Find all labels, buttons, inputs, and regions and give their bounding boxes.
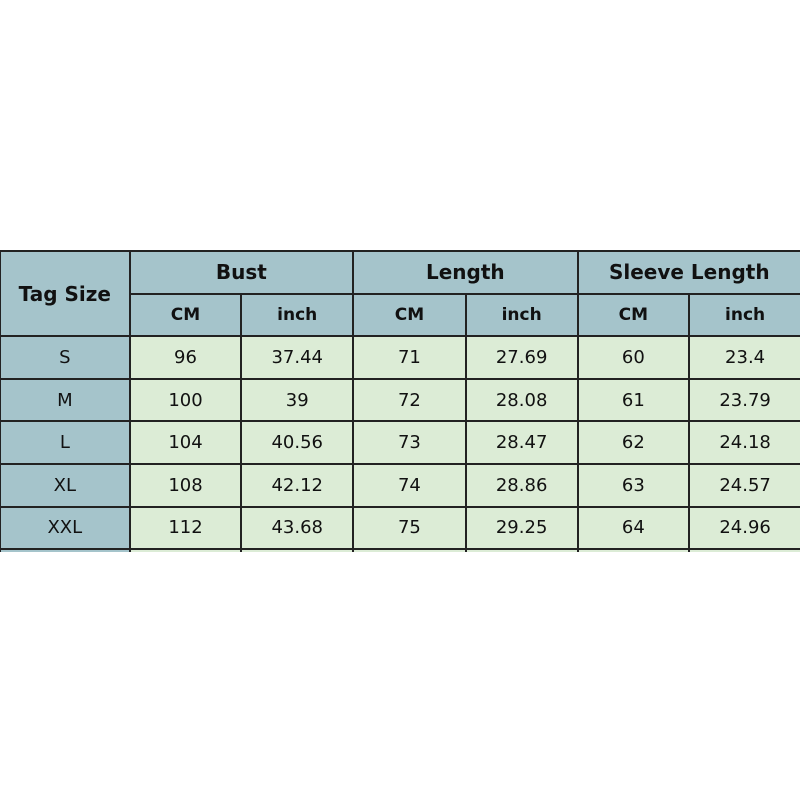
measurement-cell: 96 [128,335,243,380]
measurement-cell: 100 [128,377,243,423]
tag-size-cell: L [0,420,131,465]
tag-size-header: Tag Size [0,250,131,338]
table-row: XXL 112 43.68 75 29.25 64 24.96 [0,505,800,551]
unit-header: inch [240,292,355,338]
unit-header: inch [688,292,800,338]
measurement-cell: 40.56 [240,420,355,465]
measurement-cell: 75 [352,505,467,551]
table-row: XL 108 42.12 74 28.86 63 24.57 [0,462,800,508]
table-row: L 104 40.56 73 28.47 62 24.18 [0,420,800,465]
tag-size-cell: XXL [0,505,131,551]
length-header: Length [352,250,579,295]
measurement-cell: 28.47 [464,420,579,465]
measurement-cell: 74 [352,462,467,508]
measurement-cell: 27.69 [464,335,579,380]
measurement-cell: 29.25 [464,505,579,551]
measurement-cell: 28.86 [464,462,579,508]
measurement-cell: 24.18 [688,420,800,465]
tag-size-cell: S [0,335,131,380]
measurement-cell: 60 [576,335,691,380]
measurement-cell: 39 [240,377,355,423]
measurement-cell: 23.79 [688,377,800,423]
measurement-cell: 73 [352,420,467,465]
measurement-cell: 63 [576,462,691,508]
measurement-cell: 112 [128,505,243,551]
measurement-cell: 24.96 [688,505,800,551]
partial-row-cell [0,548,131,552]
measurement-cell: 108 [128,462,243,508]
size-chart: Tag Size Bust Length Sleeve Length CM inc… [0,250,800,552]
measurement-cell: 62 [576,420,691,465]
measurement-cell: 64 [576,505,691,551]
size-table: Tag Size Bust Length Sleeve Length CM inc… [0,250,800,552]
tag-size-cell: M [0,377,131,423]
measurement-cell: 72 [352,377,467,423]
measurement-cell: 42.12 [240,462,355,508]
measurement-cell: 43.68 [240,505,355,551]
measurement-cell: 23.4 [688,335,800,380]
unit-header: CM [576,292,691,338]
measurement-cell: 37.44 [240,335,355,380]
tag-size-cell: XL [0,462,131,508]
measurement-cell: 61 [576,377,691,423]
table-row: M 100 39 72 28.08 61 23.79 [0,377,800,423]
measurement-cell: 104 [128,420,243,465]
unit-header: inch [464,292,579,338]
table-row: S 96 37.44 71 27.69 60 23.4 [0,335,800,380]
unit-header: CM [352,292,467,338]
bust-header: Bust [128,250,355,295]
measurement-cell: 71 [352,335,467,380]
sleeve-length-header: Sleeve Length [576,250,800,295]
measurement-cell: 28.08 [464,377,579,423]
unit-header: CM [128,292,243,338]
measurement-cell: 24.57 [688,462,800,508]
